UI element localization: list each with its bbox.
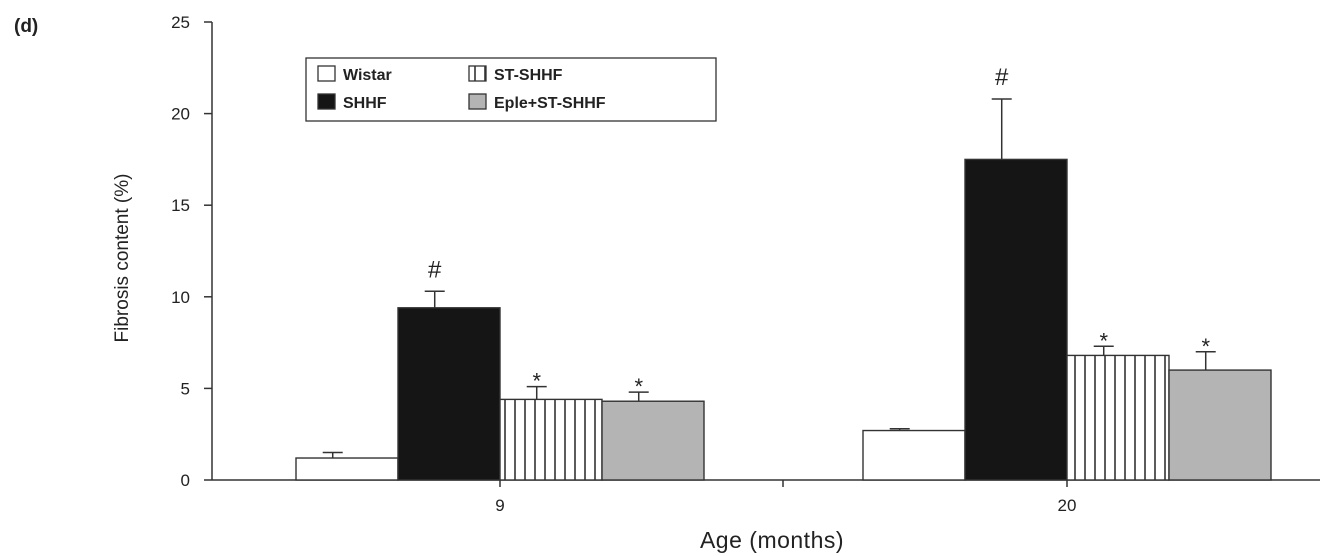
legend-label: ST-SHHF: [494, 67, 563, 84]
significance-star: *: [1099, 328, 1108, 353]
y-tick-label: 10: [171, 288, 190, 307]
x-axis-label: Age (months): [700, 527, 844, 553]
x-tick-label: 9: [495, 496, 504, 515]
x-tick-label: 20: [1058, 496, 1077, 515]
significance-hash: #: [428, 256, 442, 283]
bar-wistar-9: [296, 458, 398, 480]
panel-label: (d): [14, 16, 38, 37]
bars: # * * # * *: [296, 64, 1271, 480]
bar-shhf-9: [398, 308, 500, 480]
bar-eple-st-shhf-20: [1169, 370, 1271, 480]
legend-swatch: [318, 94, 335, 109]
significance-hash: #: [995, 64, 1009, 91]
legend: Wistar SHHF ST-SHHF Eple+ST-SHHF: [306, 58, 716, 121]
bar-eple-st-shhf-9: [602, 401, 704, 480]
legend-label: SHHF: [343, 95, 387, 112]
y-tick-label: 25: [171, 13, 190, 32]
y-tick-label: 5: [181, 379, 190, 398]
y-tick-label: 0: [181, 471, 190, 490]
bar-wistar-20: [863, 431, 965, 480]
legend-swatch: [318, 66, 335, 81]
legend-swatch: [469, 94, 486, 109]
legend-label: Wistar: [343, 67, 392, 84]
legend-swatch: [469, 66, 486, 81]
bar-st-shhf-9: [500, 399, 602, 480]
legend-label: Eple+ST-SHHF: [494, 95, 606, 112]
y-axis-label: Fibrosis content (%): [112, 174, 133, 343]
bar-shhf-20: [965, 159, 1067, 480]
significance-star: *: [1201, 334, 1210, 359]
significance-star: *: [634, 374, 643, 399]
bar-st-shhf-20: [1067, 355, 1169, 480]
significance-star: *: [532, 369, 541, 394]
y-tick-label: 20: [171, 105, 190, 124]
y-tick-label: 15: [171, 196, 190, 215]
